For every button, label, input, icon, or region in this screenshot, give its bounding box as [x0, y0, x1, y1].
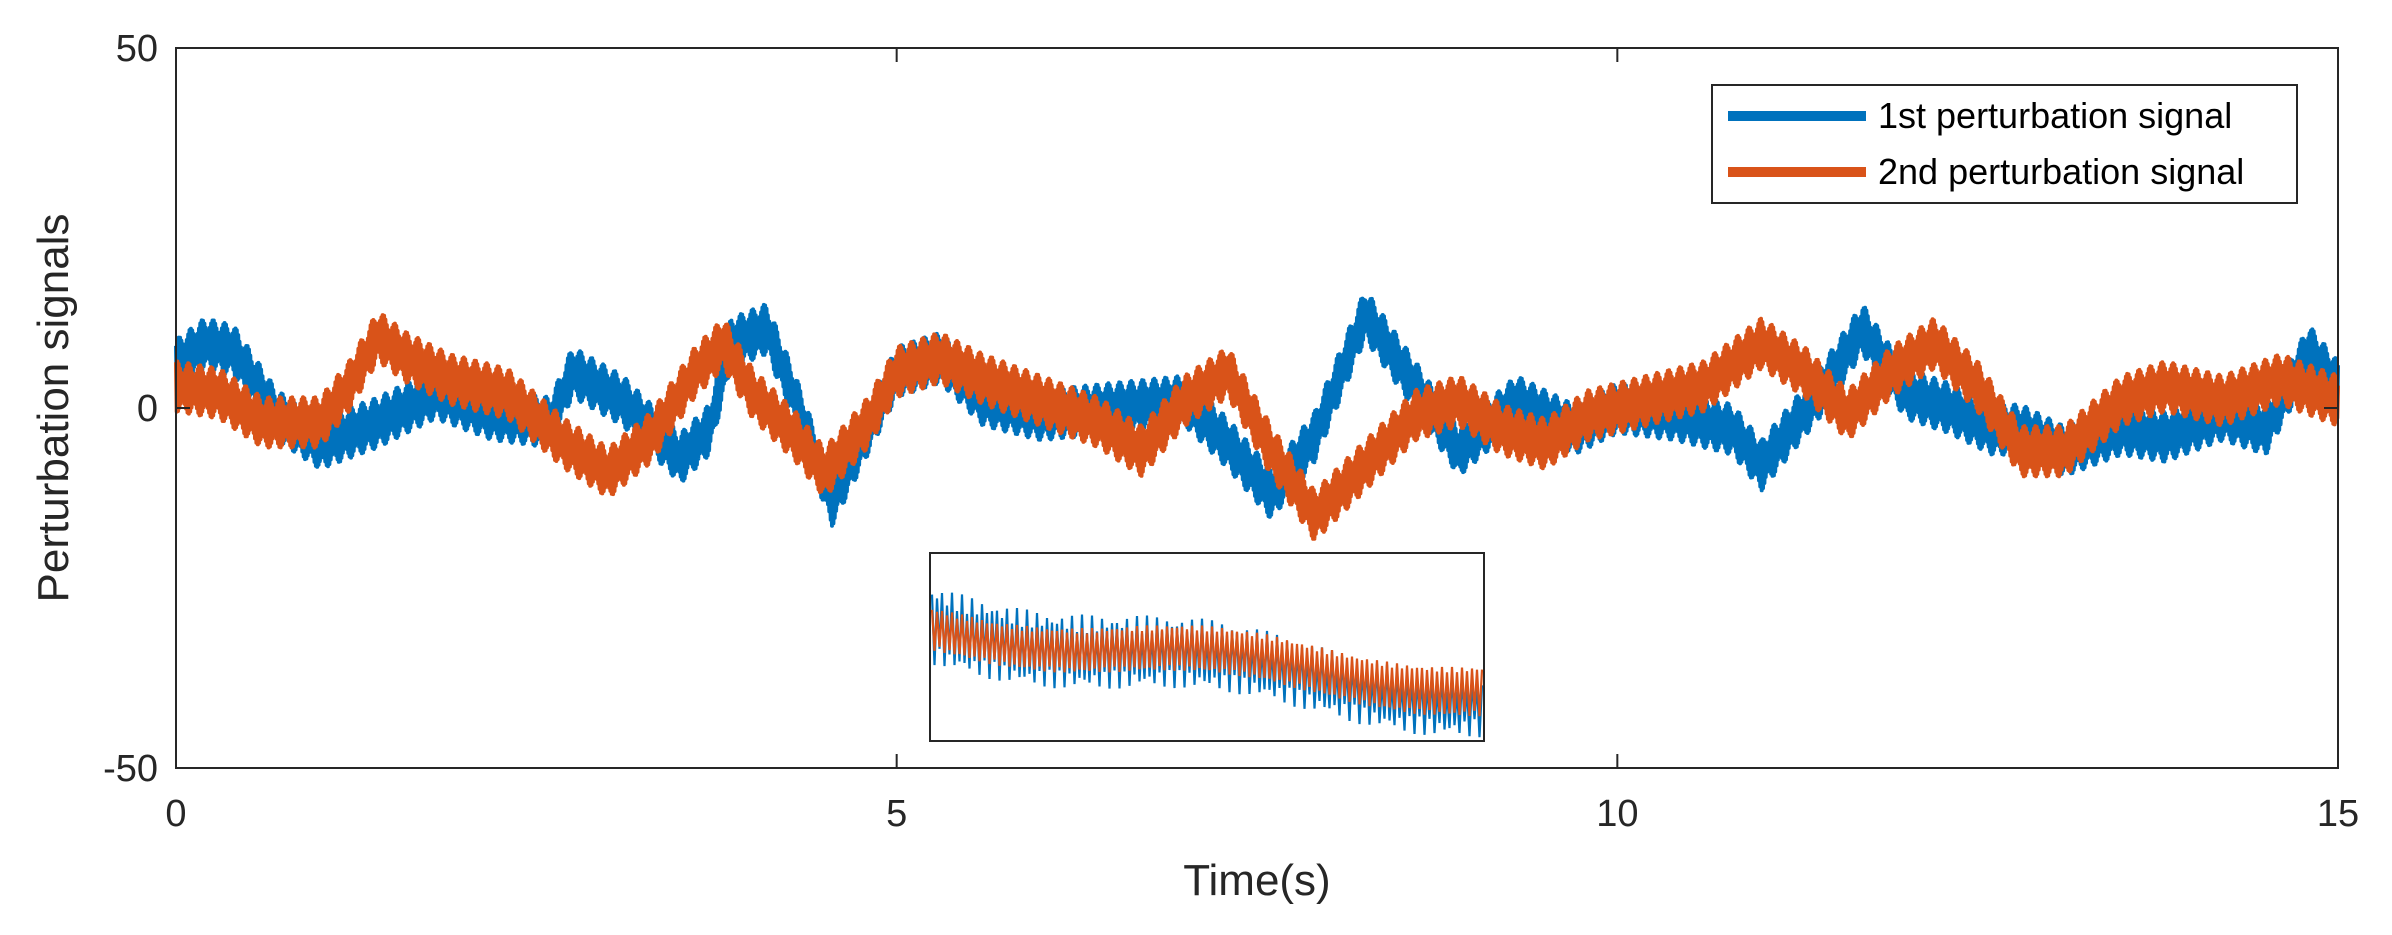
- y-tick-label: -50: [103, 748, 158, 790]
- series-line-2: [174, 313, 2340, 541]
- legend-label-2nd: 2nd perturbation signal: [1878, 151, 2244, 192]
- series-layer: [174, 296, 2340, 541]
- x-tick-label: 5: [886, 793, 907, 835]
- legend: 1st perturbation signal 2nd perturbation…: [1711, 84, 2298, 204]
- x-axis-label: Time(s): [1183, 856, 1330, 905]
- y-tick-label: 50: [116, 28, 158, 70]
- x-tick-label: 15: [2317, 793, 2359, 835]
- x-tick-label: 0: [165, 793, 186, 835]
- y-axis-label: Perturbation signals: [29, 214, 78, 603]
- inset-series-line-2: [930, 609, 1484, 717]
- legend-label-1st: 1st perturbation signal: [1878, 95, 2232, 136]
- y-tick-label: 0: [137, 388, 158, 430]
- legend-box: [1711, 84, 2298, 204]
- x-tick-label: 10: [1596, 793, 1638, 835]
- inset-series-layer: [930, 592, 1484, 738]
- inset-zoom: [929, 552, 1485, 742]
